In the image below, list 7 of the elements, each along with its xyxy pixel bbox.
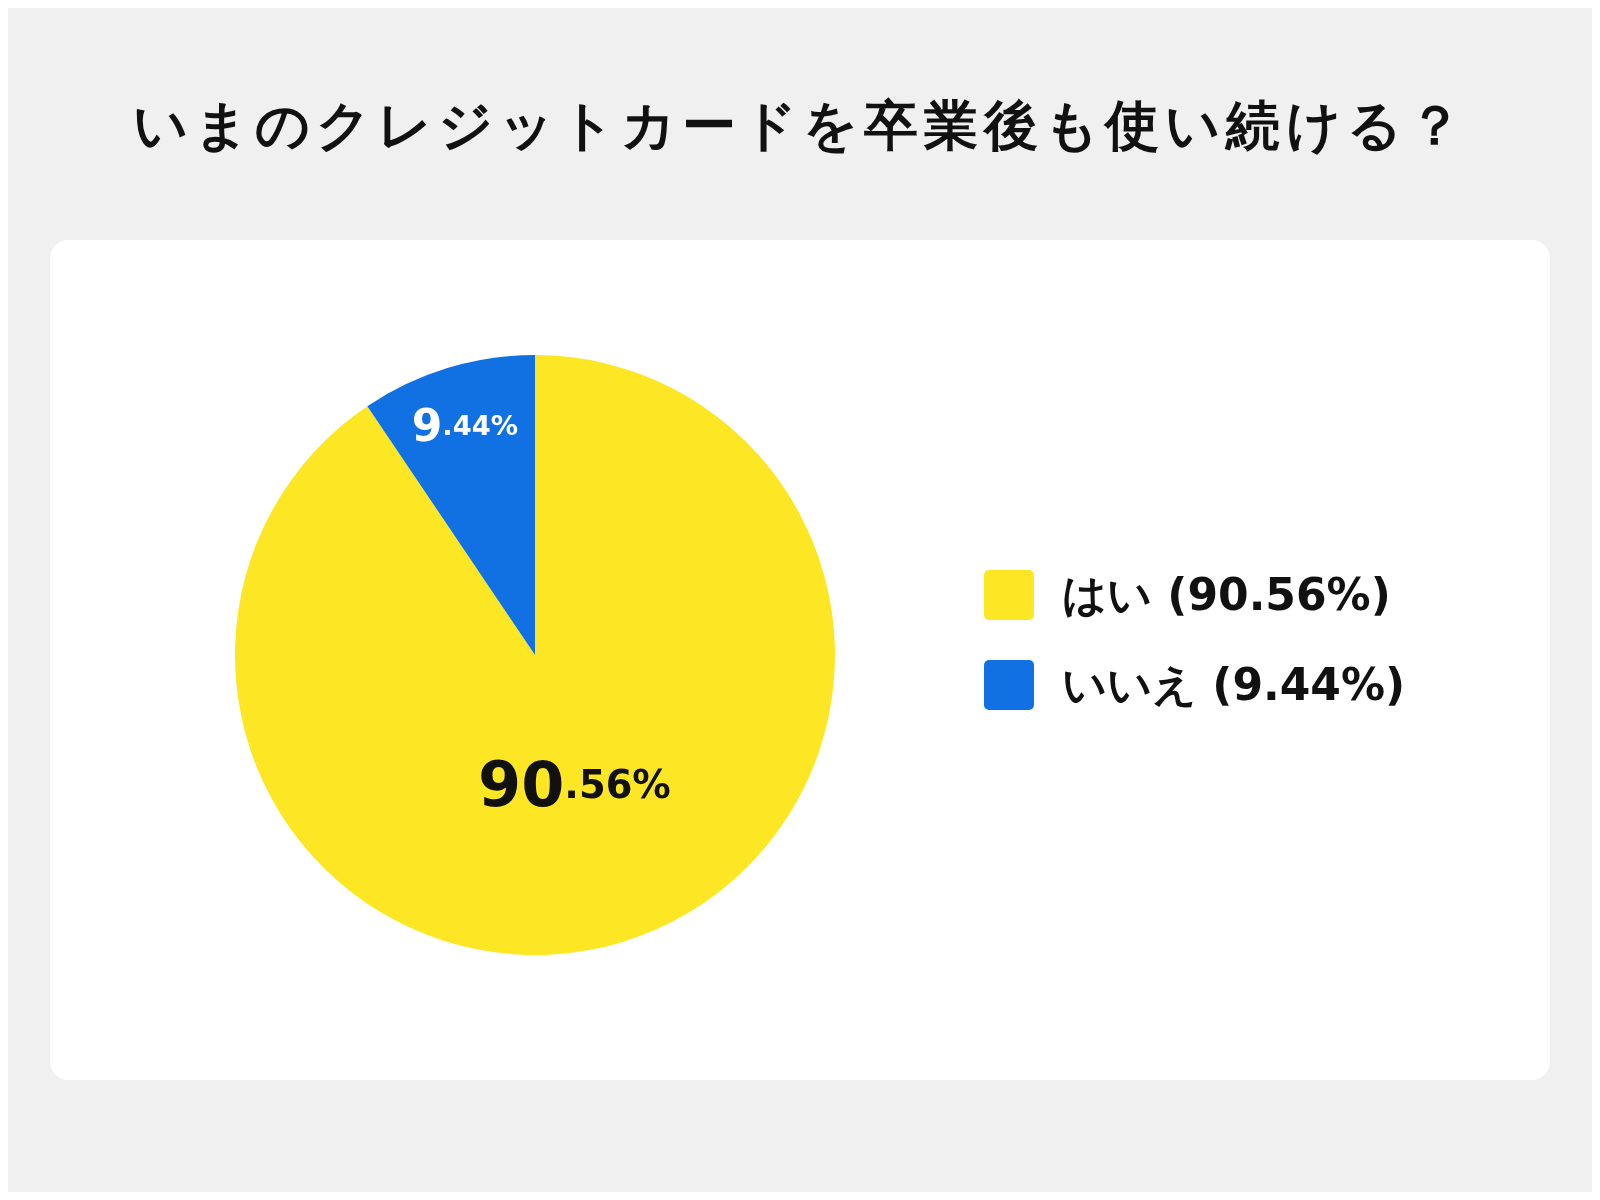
pie-slice	[235, 355, 835, 955]
pie-slice	[367, 355, 535, 655]
legend-label: はい (90.56%)	[1062, 567, 1391, 622]
chart-title: いまのクレジットカードを卒業後も使い続ける？	[131, 93, 1469, 159]
legend-label: いいえ (9.44%)	[1062, 657, 1406, 712]
data-label: 9.44%	[411, 399, 518, 451]
data-label: 90.56%	[478, 747, 671, 821]
